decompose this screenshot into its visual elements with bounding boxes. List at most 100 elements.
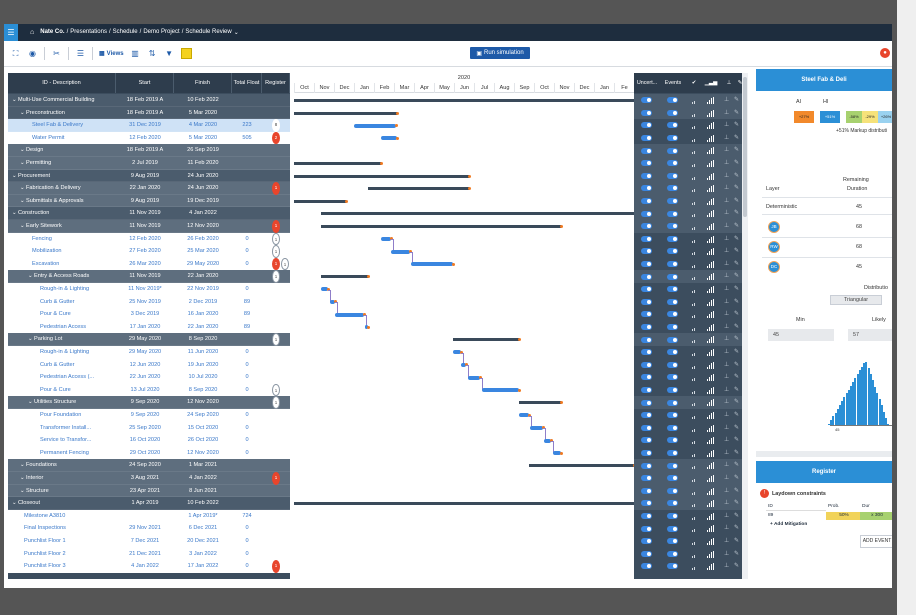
bar-chart-icon[interactable] bbox=[707, 109, 715, 117]
check-icon[interactable] bbox=[692, 513, 700, 520]
check-icon[interactable] bbox=[692, 538, 700, 545]
table-row[interactable]: ⌄ Submittals & Approvals 9 Aug 2019 19 Dec … bbox=[8, 194, 290, 208]
table-row[interactable]: Punchlist Floor 3 4 Jan 2022 17 Jan 2022 0 1 bbox=[8, 560, 290, 573]
pen-icon[interactable]: ✎ bbox=[734, 147, 740, 154]
pen-icon[interactable]: ✎ bbox=[734, 538, 740, 544]
uncertainty-toggle[interactable] bbox=[641, 500, 652, 507]
check-icon[interactable] bbox=[692, 97, 700, 104]
uncertainty-toggle[interactable] bbox=[641, 109, 652, 116]
pen-icon[interactable]: ✎ bbox=[734, 323, 740, 330]
bar-chart-icon[interactable] bbox=[707, 286, 715, 293]
uncertainty-toggle[interactable] bbox=[641, 324, 652, 331]
min-input[interactable]: 45 bbox=[768, 329, 834, 341]
uncertainty-toggle[interactable] bbox=[641, 122, 652, 129]
histogram-icon[interactable]: ⊥ bbox=[724, 323, 730, 330]
bar-chart-icon[interactable] bbox=[707, 374, 715, 382]
uncertainty-toggle[interactable] bbox=[641, 198, 652, 205]
col-total-float[interactable]: Total Float bbox=[232, 73, 262, 93]
check-icon[interactable] bbox=[692, 299, 700, 306]
uncertainty-toggle[interactable] bbox=[641, 487, 652, 494]
task-bar[interactable] bbox=[552, 451, 562, 456]
check-icon[interactable] bbox=[692, 160, 700, 167]
chevron-down-icon[interactable]: ⌄ bbox=[20, 462, 25, 469]
histogram-icon[interactable]: ⊥ bbox=[724, 487, 730, 494]
check-icon[interactable] bbox=[692, 387, 700, 394]
pen-icon[interactable]: ✎ bbox=[734, 172, 740, 179]
bar-chart-icon[interactable] bbox=[707, 323, 715, 331]
chevron-down-icon[interactable]: ⌄ bbox=[12, 172, 17, 179]
bar-chart-icon[interactable] bbox=[707, 235, 715, 243]
events-toggle[interactable] bbox=[667, 324, 678, 331]
pen-icon[interactable]: ✎ bbox=[734, 563, 740, 570]
uncertainty-toggle[interactable] bbox=[641, 147, 652, 154]
histogram-icon[interactable]: ⊥ bbox=[724, 500, 730, 507]
summary-bar[interactable] bbox=[320, 225, 562, 228]
register-badge[interactable]: 1 bbox=[281, 257, 289, 271]
pen-icon[interactable]: ✎ bbox=[734, 399, 740, 406]
events-toggle[interactable] bbox=[667, 336, 678, 343]
histogram-icon[interactable]: ⊥ bbox=[724, 147, 730, 154]
bar-chart-icon[interactable] bbox=[707, 248, 715, 256]
pen-icon[interactable]: ✎ bbox=[734, 500, 740, 507]
check-icon[interactable] bbox=[692, 223, 700, 230]
pen-icon[interactable]: ✎ bbox=[734, 134, 740, 141]
task-bar[interactable] bbox=[519, 413, 530, 418]
uncertainty-toggle[interactable] bbox=[641, 399, 652, 406]
breadcrumb-item[interactable]: Demo Project bbox=[143, 29, 180, 35]
summary-bar[interactable] bbox=[294, 502, 634, 506]
task-bar[interactable] bbox=[335, 312, 364, 317]
register-badge[interactable]: 1 bbox=[272, 245, 280, 258]
breadcrumb-item[interactable]: Schedule Review bbox=[185, 29, 232, 35]
distribution-select[interactable]: Triangular bbox=[830, 295, 882, 305]
check-icon[interactable] bbox=[692, 273, 700, 281]
bar-chart-icon[interactable] bbox=[707, 512, 715, 520]
col-finish[interactable]: Finish bbox=[174, 73, 232, 93]
register-badge[interactable]: 1 bbox=[272, 257, 280, 271]
scissors-icon[interactable]: ✂ bbox=[53, 49, 60, 58]
uncertainty-toggle[interactable] bbox=[641, 525, 652, 532]
table-row[interactable]: Pour & Cure 13 Jul 2020 8 Sep 2020 0 1 bbox=[8, 383, 290, 397]
events-toggle[interactable] bbox=[667, 361, 678, 368]
histogram-icon[interactable]: ⊥ bbox=[724, 197, 730, 204]
avatar[interactable]: RW bbox=[768, 241, 780, 253]
col-events[interactable]: Events bbox=[664, 80, 682, 86]
events-toggle[interactable] bbox=[667, 399, 678, 406]
check-icon[interactable] bbox=[692, 236, 700, 243]
histogram-icon[interactable]: ⊥ bbox=[724, 248, 730, 255]
check-icon[interactable] bbox=[692, 135, 700, 142]
table-row[interactable]: Water Permit 12 Feb 2020 5 Mar 2020 505 2 bbox=[8, 131, 290, 145]
events-toggle[interactable] bbox=[667, 223, 678, 230]
vertical-scrollbar[interactable] bbox=[742, 73, 748, 579]
task-bar[interactable] bbox=[391, 249, 410, 254]
avatar[interactable]: DC bbox=[768, 261, 780, 273]
histogram-icon[interactable]: ⊥ bbox=[724, 462, 730, 469]
table-row[interactable]: Pour Foundation 9 Sep 2020 24 Sep 2020 0 bbox=[8, 409, 290, 422]
bar-chart-icon[interactable] bbox=[707, 298, 715, 306]
check-icon[interactable] bbox=[692, 311, 700, 319]
bar-chart-icon[interactable] bbox=[707, 475, 715, 482]
events-toggle[interactable] bbox=[667, 487, 678, 494]
histogram-icon[interactable]: ⊥ bbox=[724, 563, 730, 570]
register-badge[interactable]: 1 bbox=[272, 396, 280, 409]
events-toggle[interactable] bbox=[667, 311, 678, 318]
breadcrumb-item[interactable]: Schedule bbox=[112, 29, 138, 35]
histogram-icon[interactable]: ⊥ bbox=[724, 134, 730, 141]
events-toggle[interactable] bbox=[667, 235, 678, 242]
histogram-icon[interactable]: ⊥ bbox=[724, 386, 730, 393]
histogram-icon[interactable]: ⊥ bbox=[724, 349, 730, 355]
pen-icon[interactable]: ✎ bbox=[734, 437, 740, 444]
chevron-down-icon[interactable]: ⌄ bbox=[20, 109, 25, 116]
bar-chart-icon[interactable] bbox=[707, 563, 715, 571]
table-row[interactable]: Excavation 26 Mar 2020 29 May 2020 0 1 1 bbox=[8, 257, 290, 271]
task-bar[interactable] bbox=[544, 438, 551, 443]
table-row[interactable]: ⌄ Closeout 1 Apr 2019 10 Feb 2022 bbox=[8, 497, 290, 510]
bar-chart-icon[interactable] bbox=[707, 437, 715, 445]
uncertainty-toggle[interactable] bbox=[641, 387, 652, 394]
bar-chart-icon[interactable] bbox=[707, 449, 715, 457]
histogram-icon[interactable]: ⊥ bbox=[724, 399, 730, 406]
check-icon[interactable] bbox=[692, 399, 700, 407]
histogram-icon[interactable]: ⊥ bbox=[724, 260, 730, 267]
uncertainty-toggle[interactable] bbox=[641, 235, 652, 242]
pen-icon[interactable]: ✎ bbox=[734, 223, 740, 229]
pen-icon[interactable]: ✎ bbox=[734, 260, 740, 267]
